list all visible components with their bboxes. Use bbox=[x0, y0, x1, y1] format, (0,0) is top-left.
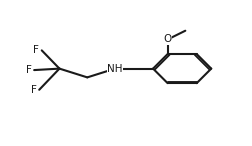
Text: F: F bbox=[33, 45, 39, 55]
Text: F: F bbox=[25, 65, 32, 75]
Text: O: O bbox=[163, 34, 171, 45]
Text: NH: NH bbox=[107, 64, 122, 74]
Text: F: F bbox=[30, 85, 37, 95]
